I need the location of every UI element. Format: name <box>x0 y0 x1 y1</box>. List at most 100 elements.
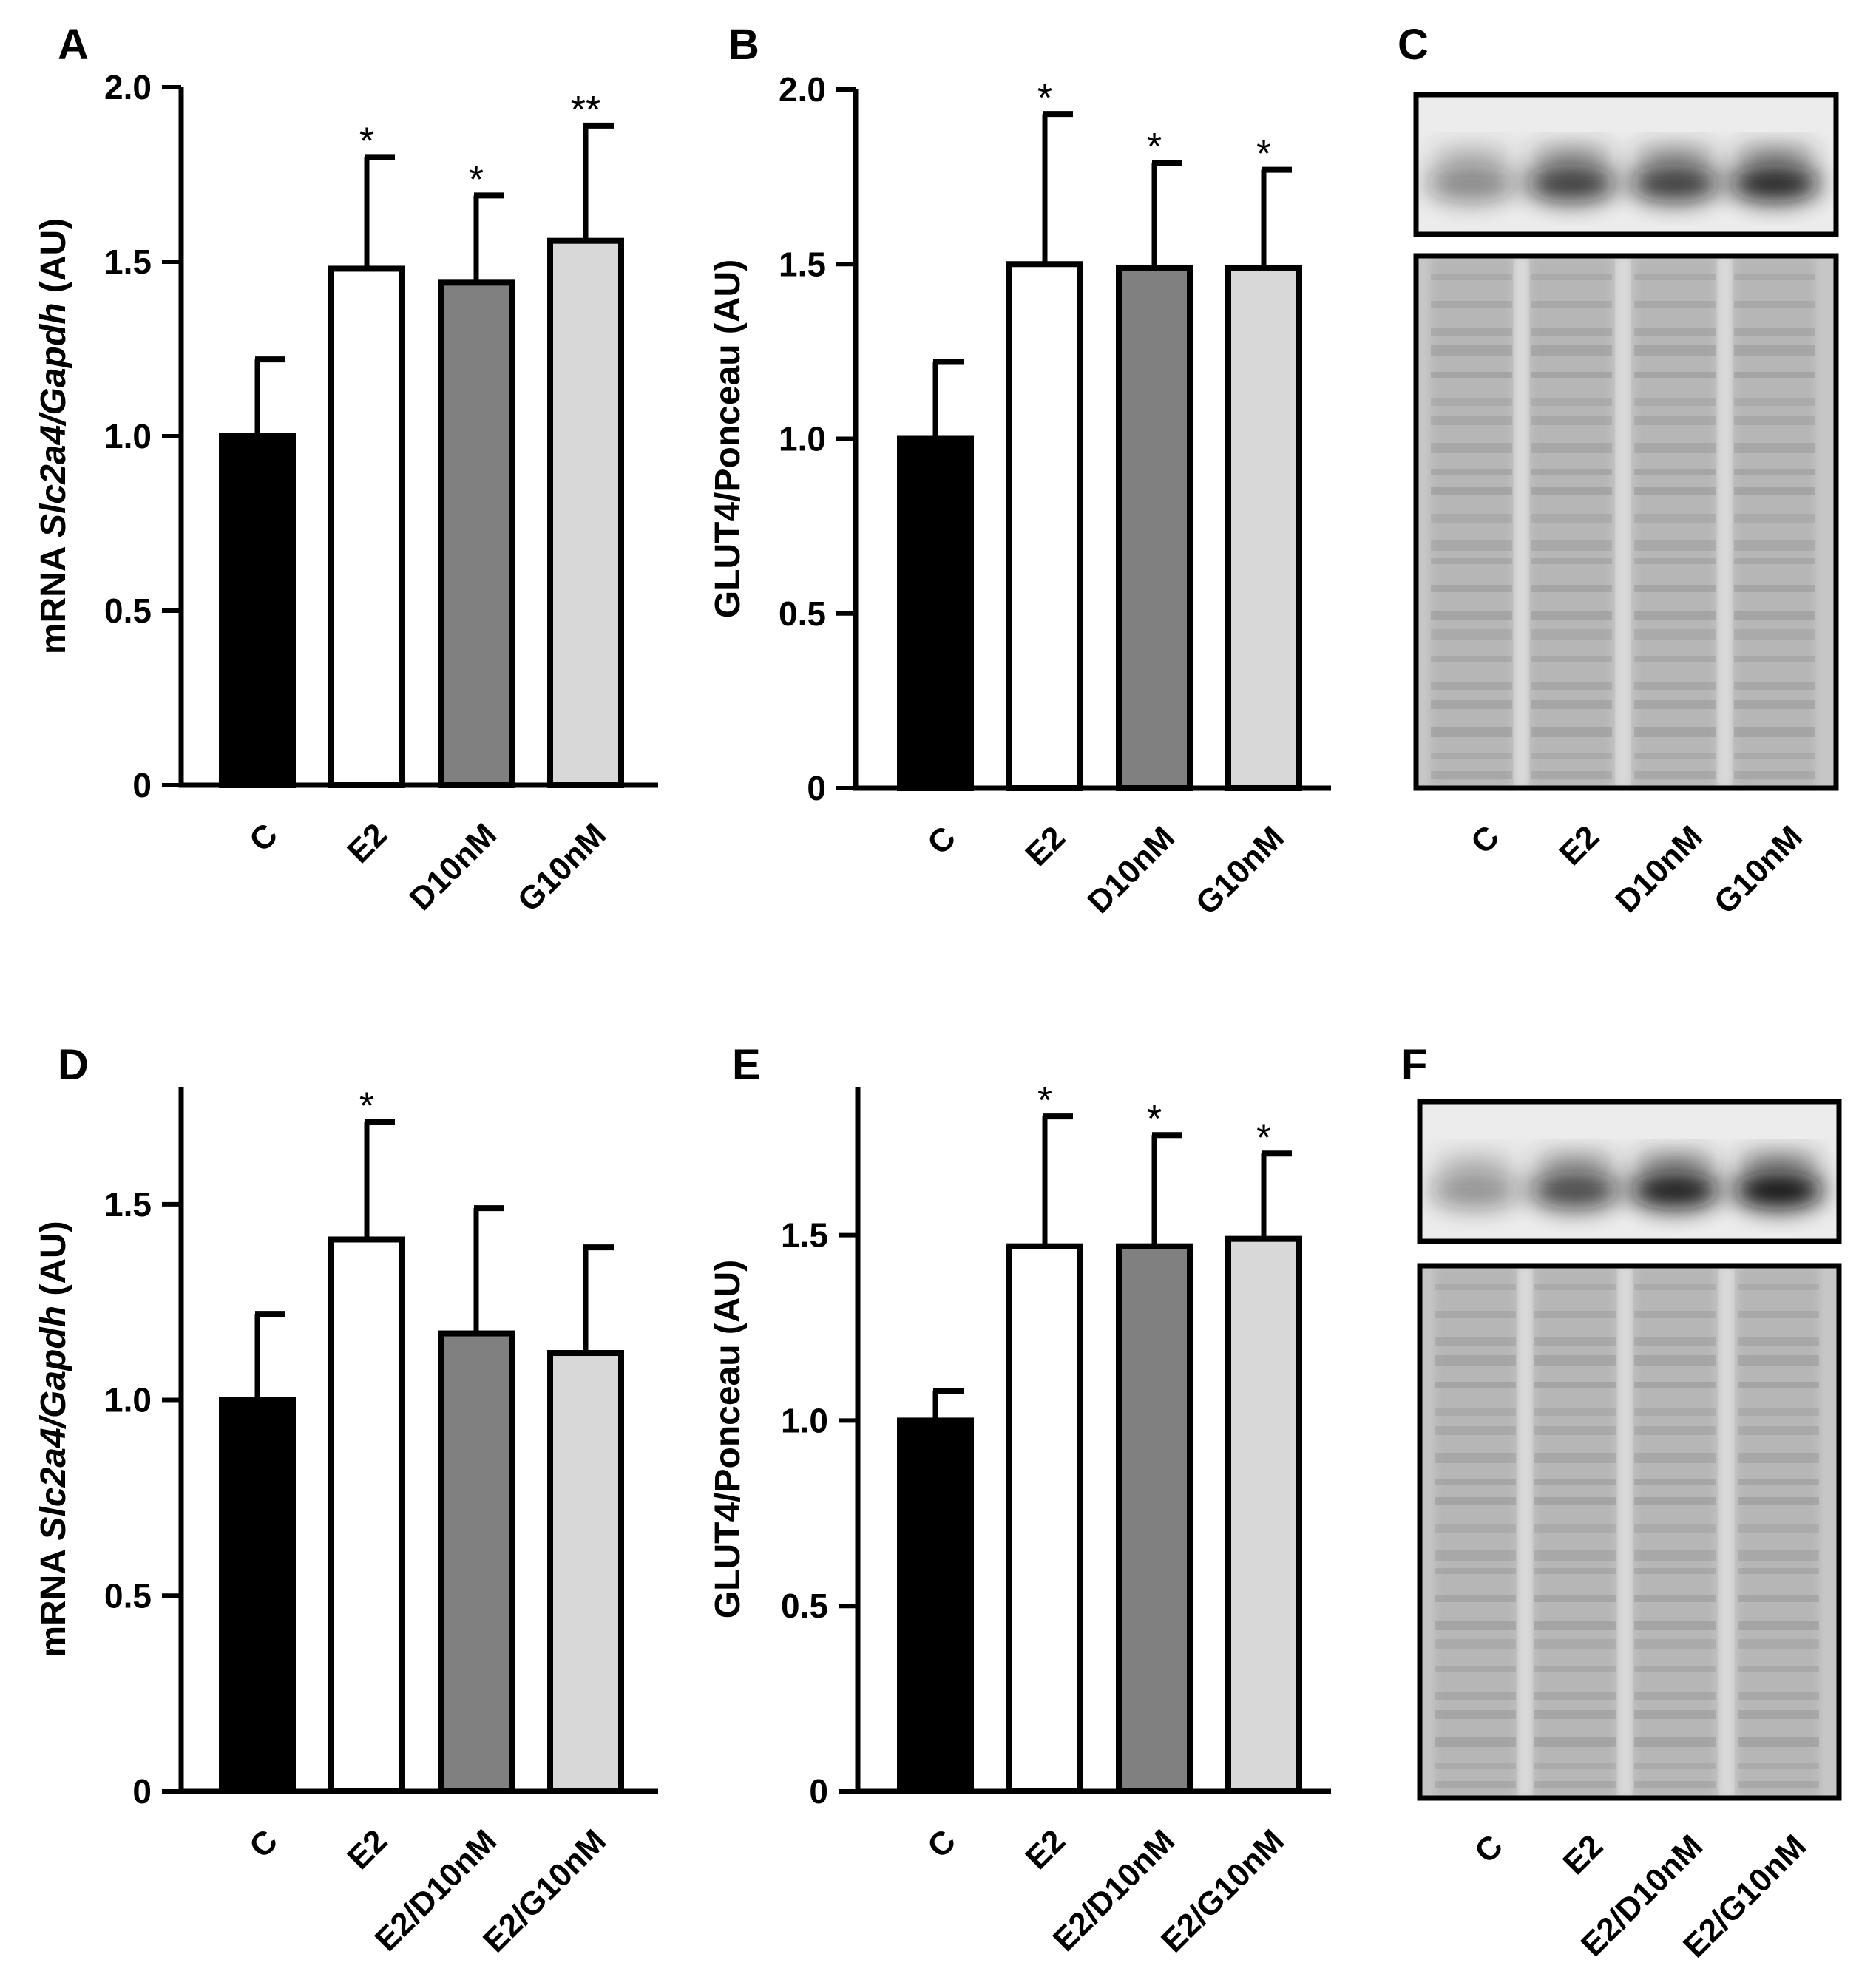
ponceau-stripe <box>1634 274 1716 280</box>
chart-b: 0 0.5 1.0 1.5 2.0 GLUT4/Ponceau (AU) C * E2 * D10n… <box>708 70 1331 922</box>
ponceau-stripe <box>1431 558 1512 564</box>
ponceau-stripe <box>1534 1621 1616 1630</box>
ponceau-stripe <box>1738 1550 1819 1561</box>
category-label: C <box>243 816 285 858</box>
ponceau-stripe <box>1435 1311 1516 1318</box>
ponceau-stripe <box>1435 1453 1516 1463</box>
ponceau-stripe <box>1431 487 1512 495</box>
ponceau-stripe <box>1734 700 1815 709</box>
ponceau-stripe <box>1534 1595 1616 1602</box>
glut4-band-upper <box>1532 1152 1618 1173</box>
ponceau-stripe <box>1634 629 1716 640</box>
ponceau-lane-gap <box>1717 256 1733 788</box>
ponceau-stripe <box>1634 372 1716 378</box>
ponceau-stripe <box>1634 1621 1716 1630</box>
ponceau-stripe <box>1531 328 1612 336</box>
ponceau-stripe <box>1734 345 1815 356</box>
ponceau-stripe <box>1734 656 1815 662</box>
ponceau-stripe <box>1634 1595 1716 1602</box>
ponceau-stripe <box>1431 514 1512 523</box>
glut4-band-upper <box>1528 145 1614 166</box>
ponceau-stripe <box>1431 700 1512 709</box>
ponceau-stripe <box>1634 1337 1716 1346</box>
ponceau-stripe <box>1634 328 1716 336</box>
category-label: E2 <box>1018 1822 1072 1876</box>
ponceau-stripe <box>1534 1426 1616 1435</box>
ponceau-stripe <box>1738 1666 1819 1672</box>
y-axis-label-part: Slc2a4/Gapdh <box>34 302 73 537</box>
ponceau-stripe <box>1634 1568 1716 1574</box>
glut4-band <box>1629 1171 1721 1210</box>
ponceau-stripe <box>1634 585 1716 592</box>
ponceau-stripe <box>1435 1284 1516 1290</box>
ponceau-stripe <box>1734 629 1815 640</box>
ponceau-lane <box>1634 256 1716 788</box>
panel-letter-f: F <box>1401 1041 1427 1089</box>
bar-e2 <box>1006 261 1083 791</box>
blot-f-glut4-bands <box>1417 1099 1842 1244</box>
ponceau-stripe <box>1531 753 1612 759</box>
ponceau-lane <box>1431 256 1512 788</box>
ponceau-lane <box>1634 1266 1716 1798</box>
ponceau-stripe <box>1738 1595 1819 1602</box>
ponceau-stripe <box>1435 1710 1516 1719</box>
ponceau-stripe <box>1634 1284 1716 1290</box>
bar-e2 <box>328 1236 405 1794</box>
category-label: G10nM <box>1189 819 1291 921</box>
category-label: D10nM <box>402 816 504 918</box>
y-axis-label-part: mRNA <box>34 537 73 654</box>
panel-letter-d: D <box>58 1041 89 1089</box>
y-axis-label: GLUT4/Ponceau (AU) <box>708 260 748 618</box>
ponceau-stripe <box>1634 611 1716 620</box>
significance-marker: * <box>1037 77 1052 120</box>
y-axis-label-part: GLUT4/Ponceau (AU) <box>708 1260 748 1618</box>
y-tick-label: 0.5 <box>104 591 152 630</box>
ponceau-stripe <box>1531 629 1612 640</box>
category-label: C <box>921 819 963 861</box>
ponceau-lane <box>1738 1266 1819 1798</box>
ponceau-stripe <box>1634 398 1716 406</box>
ponceau-stripe <box>1634 682 1716 690</box>
ponceau-stripe <box>1534 1710 1616 1719</box>
ponceau-stripe <box>1435 1479 1516 1485</box>
y-tick-label: 1.0 <box>781 1401 828 1439</box>
y-tick-label: 1.5 <box>781 1216 828 1255</box>
ponceau-stripe <box>1431 274 1512 280</box>
significance-marker: * <box>1147 1098 1162 1141</box>
glut4-band-upper <box>1432 1152 1518 1173</box>
y-tick-label: 0.5 <box>104 1576 152 1615</box>
ponceau-stripe <box>1634 540 1716 551</box>
ponceau-stripe <box>1634 1311 1716 1318</box>
y-axis-label: mRNA Slc2a4/Gapdh (AU) <box>34 1221 73 1657</box>
ponceau-stripe <box>1435 1666 1516 1672</box>
ponceau-stripe <box>1435 1639 1516 1649</box>
glut4-band <box>1426 164 1517 203</box>
significance-marker: ** <box>571 89 600 132</box>
bar-g10nm <box>547 237 624 788</box>
ponceau-lane <box>1534 1266 1616 1798</box>
y-tick-label: 0 <box>132 1772 152 1811</box>
ponceau-stripe <box>1534 1639 1616 1649</box>
significance-marker: * <box>1147 126 1162 169</box>
bar-c <box>219 433 296 788</box>
ponceau-stripe <box>1435 1568 1516 1574</box>
ponceau-stripe <box>1734 487 1815 495</box>
blot-f-ponceau <box>1417 1263 1842 1801</box>
ponceau-stripe <box>1634 1710 1716 1719</box>
ponceau-stripe <box>1534 1453 1616 1463</box>
panel-letter-c: C <box>1398 21 1429 69</box>
ponceau-stripe <box>1634 1666 1716 1672</box>
ponceau-stripe <box>1534 1763 1616 1769</box>
ponceau-stripe <box>1634 1497 1716 1505</box>
y-tick-label: 2.0 <box>779 70 826 109</box>
bar-c <box>897 435 974 791</box>
y-tick-label: 0.5 <box>781 1587 828 1625</box>
category-label: D10nM <box>1080 819 1182 920</box>
ponceau-stripe <box>1531 585 1612 592</box>
significance-marker: * <box>1256 133 1271 176</box>
ponceau-stripe <box>1431 540 1512 551</box>
y-tick-label: 1.5 <box>104 1185 152 1224</box>
ponceau-stripe <box>1738 1497 1819 1505</box>
significance-marker: * <box>1256 1116 1271 1159</box>
